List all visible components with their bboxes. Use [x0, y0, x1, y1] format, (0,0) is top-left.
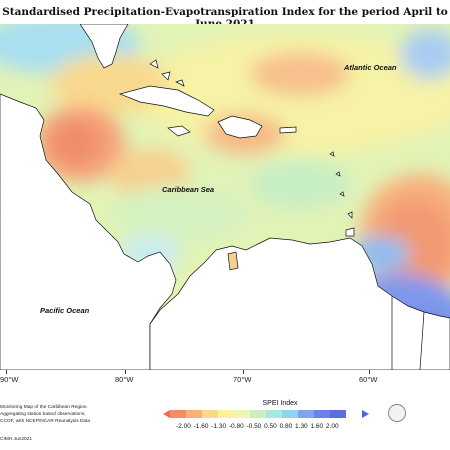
legend-title: SPEI Index: [262, 400, 298, 407]
jamaica: [167, 125, 191, 137]
lon-label-80w: 80°W: [115, 375, 134, 384]
organization-logo: [388, 404, 406, 422]
footer-line-3: CCOF, with NCEP/NCAR Reanalysis Data: [0, 419, 91, 424]
legend-segment: [202, 410, 218, 418]
legend-segment: [282, 410, 298, 418]
hispaniola: [217, 115, 263, 139]
legend-segment: [314, 410, 330, 418]
lon-label-60w: 60°W: [359, 375, 378, 384]
central-america: [0, 93, 177, 370]
legend-high-arrow: [362, 410, 369, 418]
atlantic-ocean-label: Atlantic Ocean: [344, 63, 397, 72]
legend-segment: [234, 410, 250, 418]
lon-tick: [6, 370, 7, 374]
legend-tick-labels: -2.00 -1.60 -1.30 -0.80 -0.50 0.50 0.80 …: [176, 423, 339, 430]
island: [339, 191, 345, 197]
island: [347, 211, 353, 219]
florida: [79, 24, 129, 69]
pacific-ocean-label: Pacific Ocean: [40, 306, 90, 315]
south-america: [149, 237, 450, 370]
lake-maracaibo: [227, 251, 239, 271]
legend-segment: [298, 410, 314, 418]
trinidad: [345, 227, 355, 237]
lon-tick: [369, 370, 370, 374]
legend-segment: [330, 410, 346, 418]
spei-map: [0, 24, 450, 370]
legend-segment: [186, 410, 202, 418]
caribbean-sea-label: Caribbean Sea: [162, 185, 215, 194]
legend-segment: [170, 410, 186, 418]
bahamas-3: [175, 79, 185, 87]
border: [419, 311, 425, 370]
island: [329, 151, 335, 157]
land-masses: [0, 24, 450, 370]
footer-line-1: Monitoring Map of the Caribbean Region.: [0, 405, 88, 410]
cuba: [118, 85, 215, 117]
island: [335, 171, 341, 177]
legend-segment: [266, 410, 282, 418]
bahamas-1: [149, 59, 159, 69]
legend-color-bar: [170, 410, 346, 418]
spei-map-canvas: [0, 24, 450, 370]
legend-segment: [218, 410, 234, 418]
footer-line-4: CIMH Jun2021: [0, 437, 32, 442]
lon-tick: [125, 370, 126, 374]
footer-line-2: Aggregating station based observations,: [0, 412, 86, 417]
legend-segment: [250, 410, 266, 418]
puerto-rico: [279, 126, 297, 134]
bahamas-2: [161, 71, 171, 81]
lon-label-70w: 70°W: [233, 375, 252, 384]
lon-label-90w: 90°W: [0, 375, 19, 384]
legend-low-arrow: [163, 410, 170, 418]
lon-tick: [243, 370, 244, 374]
